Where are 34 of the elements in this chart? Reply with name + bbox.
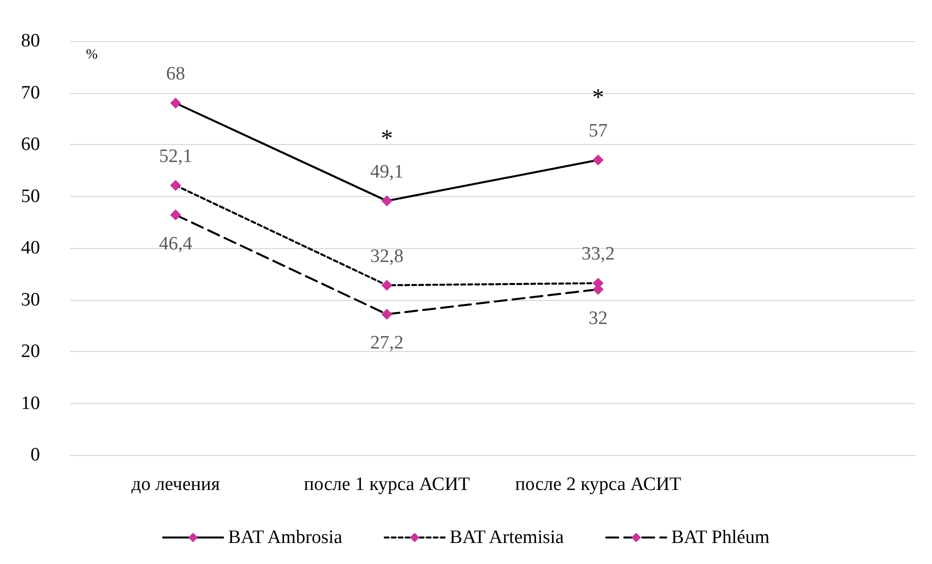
y-tick-label: 20 [21, 341, 40, 362]
y-tick-label: 10 [21, 392, 40, 414]
legend-label: BAT Artemisia [450, 527, 564, 548]
point [381, 280, 392, 291]
point [170, 180, 182, 191]
y-tick-label: 50 [21, 186, 40, 207]
data-label: 27,2 [370, 332, 404, 354]
data-label: 49,1 [370, 161, 404, 182]
x-tick-label: до лечения [131, 474, 220, 495]
y-tick-label: 0 [30, 444, 40, 466]
y-tick-label: 80 [21, 30, 40, 52]
legend-label: BAT Ambrosia [228, 527, 343, 548]
x-tick-label: после 1 курса АСИТ [304, 474, 470, 495]
data-label: 68 [166, 64, 186, 85]
y-axis-title: % [86, 48, 98, 62]
data-label: 52,1 [159, 146, 192, 167]
data-label: 46,4 [159, 233, 193, 254]
point [381, 308, 392, 320]
point [170, 209, 182, 220]
annotation: * [592, 85, 604, 112]
data-label: 32,8 [370, 246, 404, 267]
data-label: 33,2 [582, 244, 615, 265]
data-label: 57 [588, 120, 608, 142]
y-tick-label: 40 [21, 238, 40, 258]
y-tick-label: 30 [21, 289, 40, 310]
data-label: 32 [588, 308, 608, 329]
annotation: * [380, 126, 393, 152]
point [381, 195, 392, 206]
y-tick-label: 60 [21, 134, 40, 155]
y-tick-label: 70 [21, 82, 40, 104]
x-tick-label: после 2 курса АСИТ [515, 474, 682, 495]
legend-label: BAT Phléum [671, 527, 770, 548]
point [170, 98, 182, 109]
point [592, 154, 604, 166]
